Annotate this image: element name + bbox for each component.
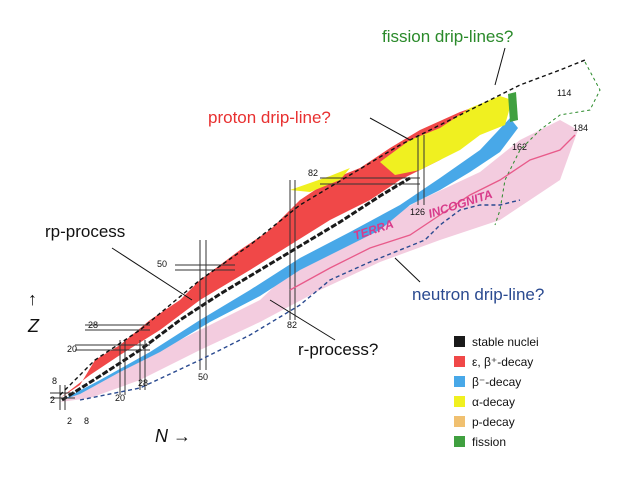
magic-n-126: 126	[410, 207, 425, 217]
magic-n-20: 20	[115, 393, 125, 403]
legend-item-alpha: α-decay	[454, 395, 515, 409]
legend-label-beta-minus: β⁻-decay	[472, 375, 521, 389]
n-axis-label: N →	[155, 426, 191, 446]
magic-n-labels: 2 8 20 28 50 82 126 162 184	[67, 123, 588, 426]
magic-n-28: 28	[138, 378, 148, 388]
magic-z-8: 8	[52, 376, 57, 386]
z-axis-label: Z	[27, 316, 40, 336]
magic-n-50: 50	[198, 372, 208, 382]
magic-n-2: 2	[67, 416, 72, 426]
legend-label-alpha: α-decay	[472, 395, 515, 409]
r-process-label: r-process?	[298, 340, 378, 359]
legend-item-fission: fission	[454, 435, 506, 449]
terra-incognita-region	[60, 120, 578, 402]
legend-label-beta-plus: ε, β⁺-decay	[472, 355, 533, 369]
fission-dripline-dashed	[494, 61, 601, 226]
magic-z-82: 82	[308, 168, 318, 178]
magic-z-2: 2	[50, 395, 55, 405]
legend-item-p-decay: p-decay	[454, 415, 515, 429]
legend-item-beta-plus: ε, β⁺-decay	[454, 355, 533, 369]
rp-process-label: rp-process	[45, 222, 125, 241]
legend-item-stable: stable nuclei	[454, 335, 539, 349]
fission-region	[508, 92, 518, 122]
legend-label-p-decay: p-decay	[472, 415, 515, 429]
stable-valley-line	[61, 176, 411, 402]
magic-z-114: 114	[557, 88, 571, 98]
legend-label-fission: fission	[472, 435, 506, 449]
alpha-decay-region	[380, 96, 512, 175]
fission-driplines-label: fission drip-lines?	[382, 27, 513, 46]
magic-n-8: 8	[84, 416, 89, 426]
proton-dripline-dashed	[59, 59, 586, 396]
magic-n-184: 184	[573, 123, 588, 133]
magic-z-50: 50	[157, 259, 167, 269]
neutron-dripline-label: neutron drip-line?	[412, 285, 544, 304]
leader-lines	[111, 47, 506, 341]
z-arrow: ↑	[28, 289, 37, 309]
neutron-dripline-dashed	[79, 199, 521, 401]
legend-label-stable: stable nuclei	[472, 335, 539, 349]
alpha-decay-region-lower	[290, 168, 350, 192]
magic-z-labels: 2 8 20 28 50 82 114	[50, 88, 571, 405]
magic-n-82: 82	[287, 320, 297, 330]
legend-item-beta-minus: β⁻-decay	[454, 375, 521, 389]
magic-z-20: 20	[67, 344, 77, 354]
magic-number-lines	[50, 135, 425, 410]
proton-dripline-label: proton drip-line?	[208, 108, 331, 127]
magic-z-28: 28	[88, 320, 98, 330]
legend: stable nuclei ε, β⁺-decay β⁻-decay α-dec…	[454, 335, 539, 449]
r-process-boundary	[289, 134, 576, 291]
magic-n-162: 162	[512, 142, 527, 152]
